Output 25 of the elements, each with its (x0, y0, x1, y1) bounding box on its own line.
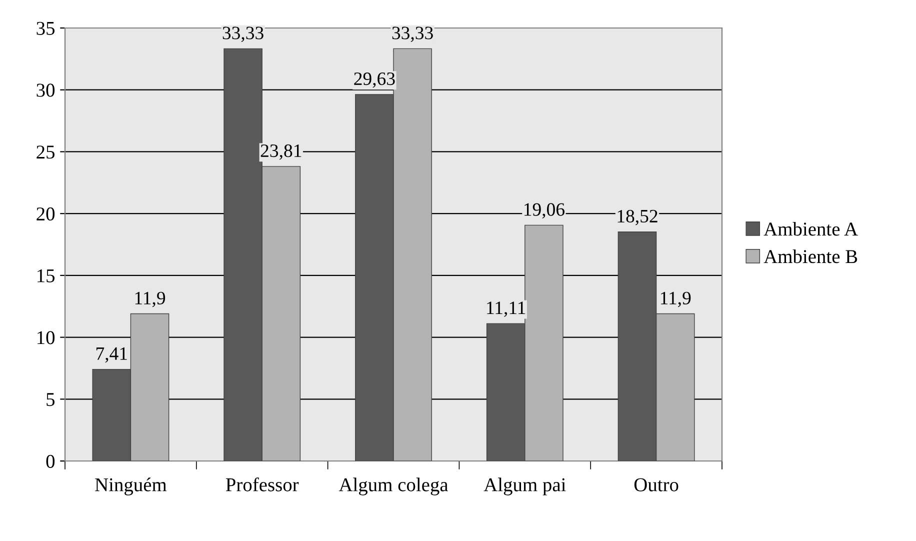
data-label: 19,06 (524, 203, 564, 219)
data-label: 11,11 (487, 302, 526, 317)
data-label: 23,81 (260, 144, 302, 160)
data-label: 11,9 (135, 292, 166, 308)
data-label: 18,52 (618, 210, 658, 226)
y-tick-label: 25 (36, 146, 55, 159)
data-label: 33,33 (222, 26, 264, 42)
x-tick-label: Professor (226, 477, 299, 492)
legend-label: Ambiente B (764, 249, 858, 264)
x-tick-label: Ninguém (95, 478, 167, 496)
y-tick-label: 5 (46, 393, 55, 406)
legend-label: Ambiente A (764, 222, 858, 236)
data-label: 29,63 (354, 72, 395, 88)
data-label: 33,33 (392, 26, 433, 42)
data-label: 11,9 (660, 292, 691, 308)
y-tick-label: 30 (36, 84, 55, 97)
x-tick-label: Algum pai (484, 478, 566, 496)
x-tick-label: Algum colega (338, 478, 448, 496)
y-tick-label: 10 (38, 331, 55, 344)
y-tick-label: 20 (36, 207, 55, 221)
y-tick-label: 0 (46, 454, 55, 468)
y-tick-label: 15 (38, 269, 55, 282)
x-tick-label: Outro (634, 478, 678, 492)
data-label: 7,41 (96, 347, 127, 363)
y-tick-label: 35 (36, 22, 55, 35)
